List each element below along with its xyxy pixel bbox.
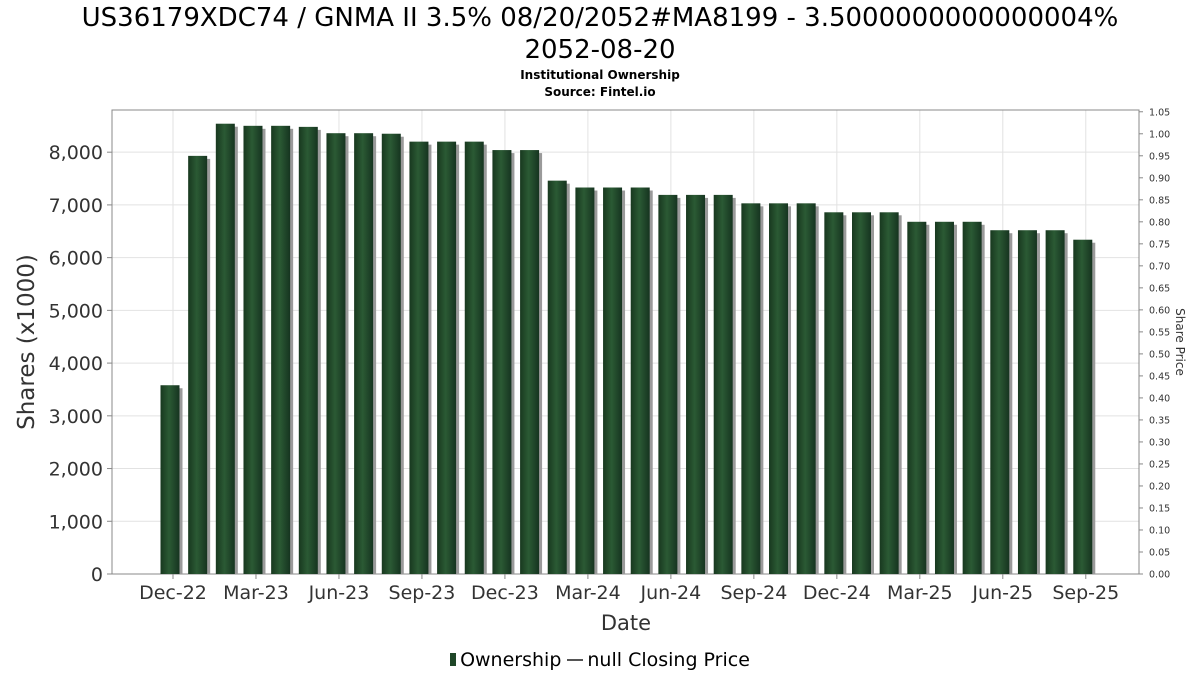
x-tick-label: Jun-24	[640, 582, 702, 604]
y-tick-label: 5,000	[49, 300, 103, 322]
chart-title-line-2: 2052-08-20	[524, 35, 676, 65]
ownership-bar	[962, 221, 982, 575]
x-tick-label: Dec-23	[471, 582, 539, 604]
ownership-bar	[243, 125, 263, 575]
y2-tick-label: 0.15	[1149, 503, 1170, 514]
y2-tick-label: 0.20	[1149, 481, 1170, 492]
x-tick-label: Dec-22	[139, 582, 207, 604]
ownership-bar	[990, 230, 1010, 574]
legend-price-line	[567, 658, 584, 661]
ownership-bar	[381, 133, 401, 574]
y2-tick-label: 0.55	[1149, 327, 1170, 338]
x-tick-label: Mar-23	[223, 582, 289, 604]
bars	[160, 123, 1096, 575]
legend-ownership-swatch	[450, 653, 457, 666]
y2-tick-label: 0.30	[1149, 437, 1170, 448]
ownership-bar	[298, 126, 318, 574]
ownership-bar	[907, 221, 927, 575]
y-axis-label: Shares (x1000)	[14, 254, 40, 430]
y2-tick-label: 0.35	[1149, 415, 1170, 426]
y2-tick-label: 0.05	[1149, 547, 1170, 558]
ownership-bar	[741, 203, 761, 574]
y-axis: 0 1,000 2,000 3,000 4,000 5,000 6,000 7,000 8,00…	[49, 142, 112, 586]
y2-tick-label: 0.40	[1149, 393, 1170, 404]
y2-tick-label: 0.65	[1149, 283, 1170, 294]
ownership-bar	[713, 194, 733, 574]
y-tick-label: 8,000	[49, 142, 103, 164]
ownership-bar	[271, 125, 291, 575]
ownership-bar	[547, 180, 567, 574]
y2-tick-label: 0.50	[1149, 349, 1170, 360]
ownership-bar	[215, 123, 235, 574]
y2-tick-label: 0.90	[1149, 173, 1170, 184]
y2-tick-label: 1.05	[1149, 107, 1170, 118]
y2-tick-label: 0.95	[1149, 151, 1170, 162]
x-tick-label: Mar-25	[887, 582, 953, 604]
ownership-bar	[464, 141, 484, 575]
legend-price-label: null Closing Price	[587, 648, 750, 671]
y2-tick-label: 0.75	[1149, 239, 1170, 250]
ownership-bar	[492, 150, 512, 574]
plot-area	[111, 109, 1140, 575]
ownership-bar	[658, 194, 678, 574]
y2-axis: 0.00 0.05 0.10 0.15 0.20 0.25 0.30 0.35 0.40 0.45…	[1139, 107, 1170, 581]
y2-tick-label: 0.70	[1149, 261, 1170, 272]
ownership-bar	[354, 133, 374, 574]
x-tick-label: Jun-25	[971, 582, 1033, 604]
grid-lines	[112, 110, 1139, 575]
ownership-bar	[934, 221, 954, 575]
x-tick-label: Dec-24	[803, 582, 871, 604]
ownership-bar	[575, 187, 595, 574]
ownership-bar	[520, 150, 540, 574]
y-tick-label: 1,000	[49, 511, 103, 533]
x-tick-label: Jun-23	[308, 582, 370, 604]
x-tick-label: Sep-24	[720, 582, 787, 604]
y-tick-label: 3,000	[49, 406, 103, 428]
ownership-bar	[852, 212, 871, 575]
ownership-bar	[326, 133, 346, 574]
ownership-bar	[1045, 230, 1065, 574]
ownership-bar	[1073, 239, 1093, 574]
x-tick-label: Sep-25	[1052, 582, 1119, 604]
ownership-bar	[160, 385, 180, 574]
ownership-bar	[686, 194, 706, 574]
y2-tick-label: 0.10	[1149, 525, 1170, 536]
chart-subtitle: Institutional Ownership	[520, 68, 680, 82]
y2-tick-label: 0.60	[1149, 305, 1170, 316]
y-tick-label: 7,000	[49, 195, 103, 217]
y2-tick-label: 0.80	[1149, 217, 1170, 228]
ownership-bar	[409, 141, 429, 575]
x-tick-label: Sep-23	[389, 582, 456, 604]
ownership-bar	[824, 212, 844, 575]
ownership-bar	[188, 155, 208, 574]
ownership-bar	[879, 212, 899, 575]
y-tick-label: 6,000	[49, 248, 103, 270]
y2-tick-label: 1.00	[1149, 129, 1170, 140]
chart-source: Source: Fintel.io	[544, 85, 656, 99]
ownership-bar	[630, 187, 650, 574]
y2-axis-label: Share Price	[1173, 308, 1187, 376]
y-tick-label: 2,000	[49, 459, 103, 481]
x-axis-label: Date	[601, 611, 651, 635]
x-tick-label: Mar-24	[555, 582, 621, 604]
y2-tick-label: 0.45	[1149, 371, 1170, 382]
ownership-bar	[603, 187, 623, 574]
ownership-bar	[1017, 230, 1037, 574]
y-tick-label: 4,000	[49, 353, 103, 375]
ownership-bar	[437, 141, 457, 575]
y2-tick-label: 0.85	[1149, 195, 1170, 206]
y-tick-label: 0	[91, 564, 103, 586]
legend: Ownership null Closing Price	[0, 647, 1200, 672]
ownership-bar	[796, 203, 816, 574]
y2-tick-label: 0.00	[1149, 570, 1170, 581]
legend-ownership-label: Ownership	[460, 648, 562, 671]
chart-title: US36179XDC74 / GNMA II 3.5% 08/20/2052#M…	[81, 3, 1119, 33]
y2-tick-label: 0.25	[1149, 459, 1170, 470]
ownership-bar	[769, 203, 789, 574]
x-axis: Dec-22 Mar-23 Jun-23 Sep-23 Dec-23 Mar-24 Jun-…	[139, 574, 1119, 604]
